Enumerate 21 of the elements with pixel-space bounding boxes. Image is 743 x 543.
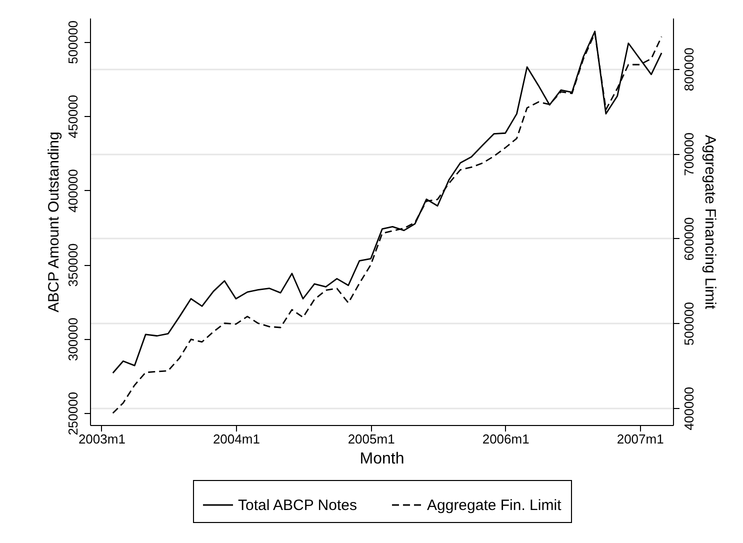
y-tick-label: 300000 <box>66 318 80 362</box>
y-tick-label: 350000 <box>66 243 80 287</box>
x-axis-title: Month <box>360 450 404 468</box>
y-tick-label: 250000 <box>66 392 80 436</box>
x-tick-label: 2004m1 <box>212 432 260 446</box>
x-tick-label: 2003m1 <box>78 432 126 446</box>
y-axis-title: ABCP Amount Outstanding <box>46 132 62 312</box>
y2-tick-label: 800000 <box>682 48 696 92</box>
y-tick-label: 400000 <box>66 169 80 212</box>
y2-tick-label: 500000 <box>682 302 696 346</box>
y2-tick-label: 700000 <box>682 132 696 176</box>
x-tick-label: 2007m1 <box>616 432 664 446</box>
x-tick-label: 2006m1 <box>482 432 530 446</box>
y2-tick-label: 600000 <box>682 217 696 261</box>
y-tick-label: 500000 <box>66 20 80 64</box>
y2-axis-title: Aggregate Financing Limit <box>702 134 718 310</box>
legend-label: Total ABCP Notes <box>238 497 357 514</box>
y2-tick-label: 400000 <box>682 386 696 430</box>
y-tick-label: 450000 <box>66 94 80 138</box>
x-tick-label: 2005m1 <box>348 432 395 446</box>
legend-label: Aggregate Fin. Limit <box>427 497 562 514</box>
